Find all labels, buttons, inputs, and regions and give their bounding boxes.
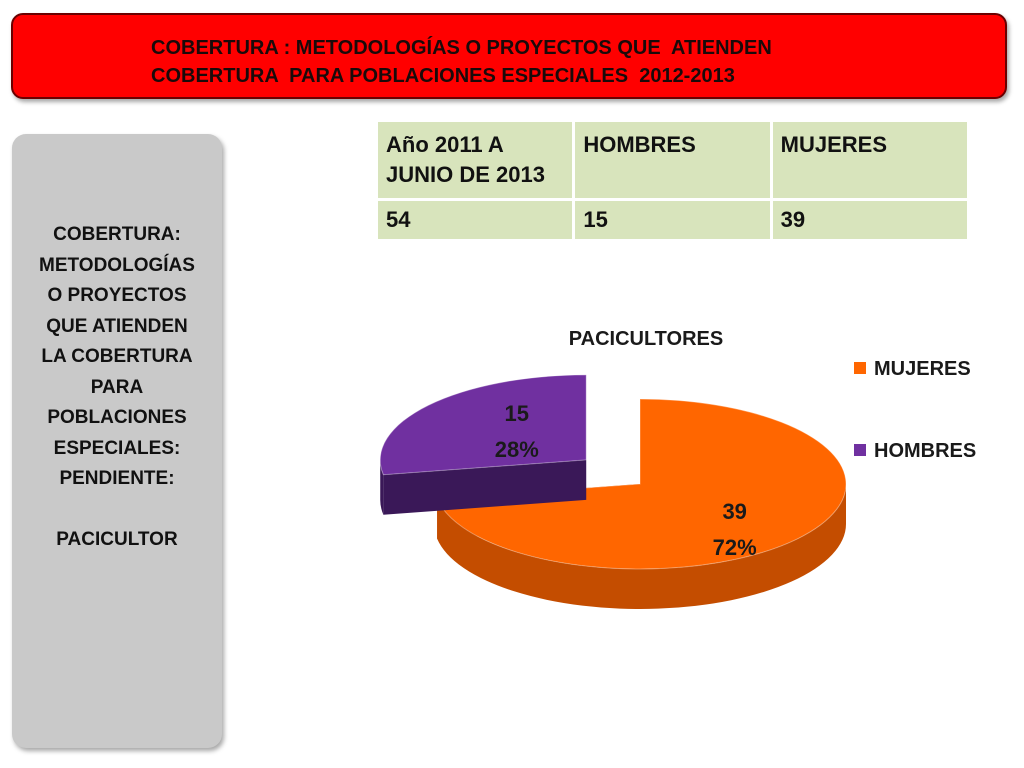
pie-slice-mujeres-rim [437, 484, 846, 610]
pie-slice-hombres-wall-0 [383, 459, 587, 515]
pie-label-mujeres-percent: 72% [713, 535, 757, 560]
pie-plot: 39 72% 15 28% [379, 374, 847, 610]
table-cell-total: 54 [378, 201, 573, 239]
legend-swatch-hombres [854, 444, 866, 456]
pie-label-mujeres-value: 39 [722, 499, 746, 524]
table-row: 54 15 39 [378, 201, 967, 239]
sidebar-panel: COBERTURA: METODOLOGÍAS O PROYECTOS QUE … [12, 134, 222, 748]
table-header-period: Año 2011 A JUNIO DE 2013 [378, 122, 573, 198]
table-header-men: HOMBRES [575, 122, 770, 198]
chart-legend: MUJERES HOMBRES [854, 358, 976, 462]
table-header-row: Año 2011 A JUNIO DE 2013 HOMBRES MUJERES [378, 122, 967, 198]
header-banner: COBERTURA : METODOLOGÍAS O PROYECTOS QUE… [11, 13, 1007, 99]
pie-slice-hombres [379, 374, 587, 476]
table-cell-men: 15 [575, 201, 770, 239]
table-header-women: MUJERES [772, 122, 967, 198]
pie-chart: PACICULTORES 39 72% 15 28% MUJERES HOMBRES [379, 328, 976, 610]
chart-title: PACICULTORES [569, 328, 723, 350]
legend-label-hombres: HOMBRES [874, 440, 976, 462]
legend-swatch-mujeres [854, 362, 866, 374]
table-cell-women: 39 [772, 201, 967, 239]
header-title: COBERTURA : METODOLOGÍAS O PROYECTOS QUE… [151, 37, 772, 87]
sidebar-text: COBERTURA: METODOLOGÍAS O PROYECTOS QUE … [39, 224, 195, 550]
pie-slice-hombres-rim [380, 459, 384, 515]
pie-label-hombres-percent: 28% [495, 437, 539, 462]
summary-table: Año 2011 A JUNIO DE 2013 HOMBRES MUJERES… [375, 119, 970, 242]
pie-slice-mujeres [436, 398, 847, 570]
pie-label-hombres-value: 15 [505, 401, 529, 426]
legend-label-mujeres: MUJERES [874, 358, 971, 380]
